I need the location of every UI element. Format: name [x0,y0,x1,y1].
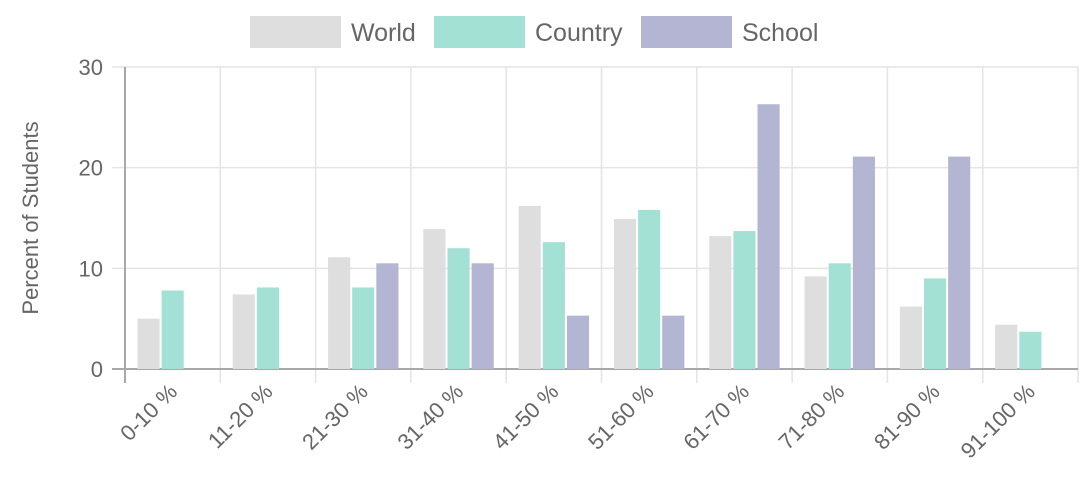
bar-school [471,263,494,369]
bar-country [542,242,565,369]
bar-school [757,104,780,369]
y-tick-label: 0 [91,357,103,382]
bar-school [376,263,399,369]
bars [137,104,1042,369]
legend-swatch-school [641,16,732,48]
bar-country [161,290,184,369]
x-tick-label: 21-30 % [297,379,373,455]
bar-world [137,318,160,369]
x-tick-label: 0-10 % [115,379,182,446]
bar-world [613,219,637,369]
bar-world [328,257,351,369]
x-tick-label: 31-40 % [392,379,468,455]
legend: World Country School [250,16,818,48]
bar-world [804,276,827,369]
x-tick-label: 51-60 % [583,379,659,455]
bar-country [1019,331,1042,369]
bar-world [518,205,541,369]
bar-world [232,294,255,369]
bar-country [923,278,947,369]
bar-country [447,248,470,369]
bar-world [709,236,732,369]
legend-label-world: World [351,19,416,47]
x-tick-label: 11-20 % [203,379,277,453]
bar-world [899,306,922,369]
bar-country [256,287,280,369]
y-tick-label: 30 [79,55,103,80]
legend-label-school: School [742,19,818,47]
bar-country [828,263,851,369]
bar-school [948,156,971,369]
bar-country [352,287,375,369]
x-axis: 0-10 % 11-20 % 21-30 % 31-40 % 41-50 % 51-60 … [112,368,1078,463]
y-tick-label: 20 [79,156,103,181]
bar-country [638,209,661,369]
bar-country [733,231,756,369]
x-tick-label: 41-50 % [488,379,564,455]
y-axis: 0 10 20 30 [79,55,126,383]
bar-world [423,229,446,369]
bar-school [852,156,875,369]
legend-swatch-world [250,16,341,48]
legend-label-country: Country [535,19,623,47]
x-tick-label: 91-100 % [956,379,1040,463]
y-tick-label: 10 [79,256,103,281]
y-axis-label: Percent of Students [18,121,43,314]
grid-lines [112,66,1079,383]
bar-school [662,315,685,369]
bar-world [995,324,1018,369]
bar-school [566,315,590,369]
legend-swatch-country [434,16,525,48]
x-tick-label: 71-80 % [774,379,850,455]
x-tick-label: 61-70 % [678,379,754,455]
x-tick-label: 81-90 % [869,379,945,455]
